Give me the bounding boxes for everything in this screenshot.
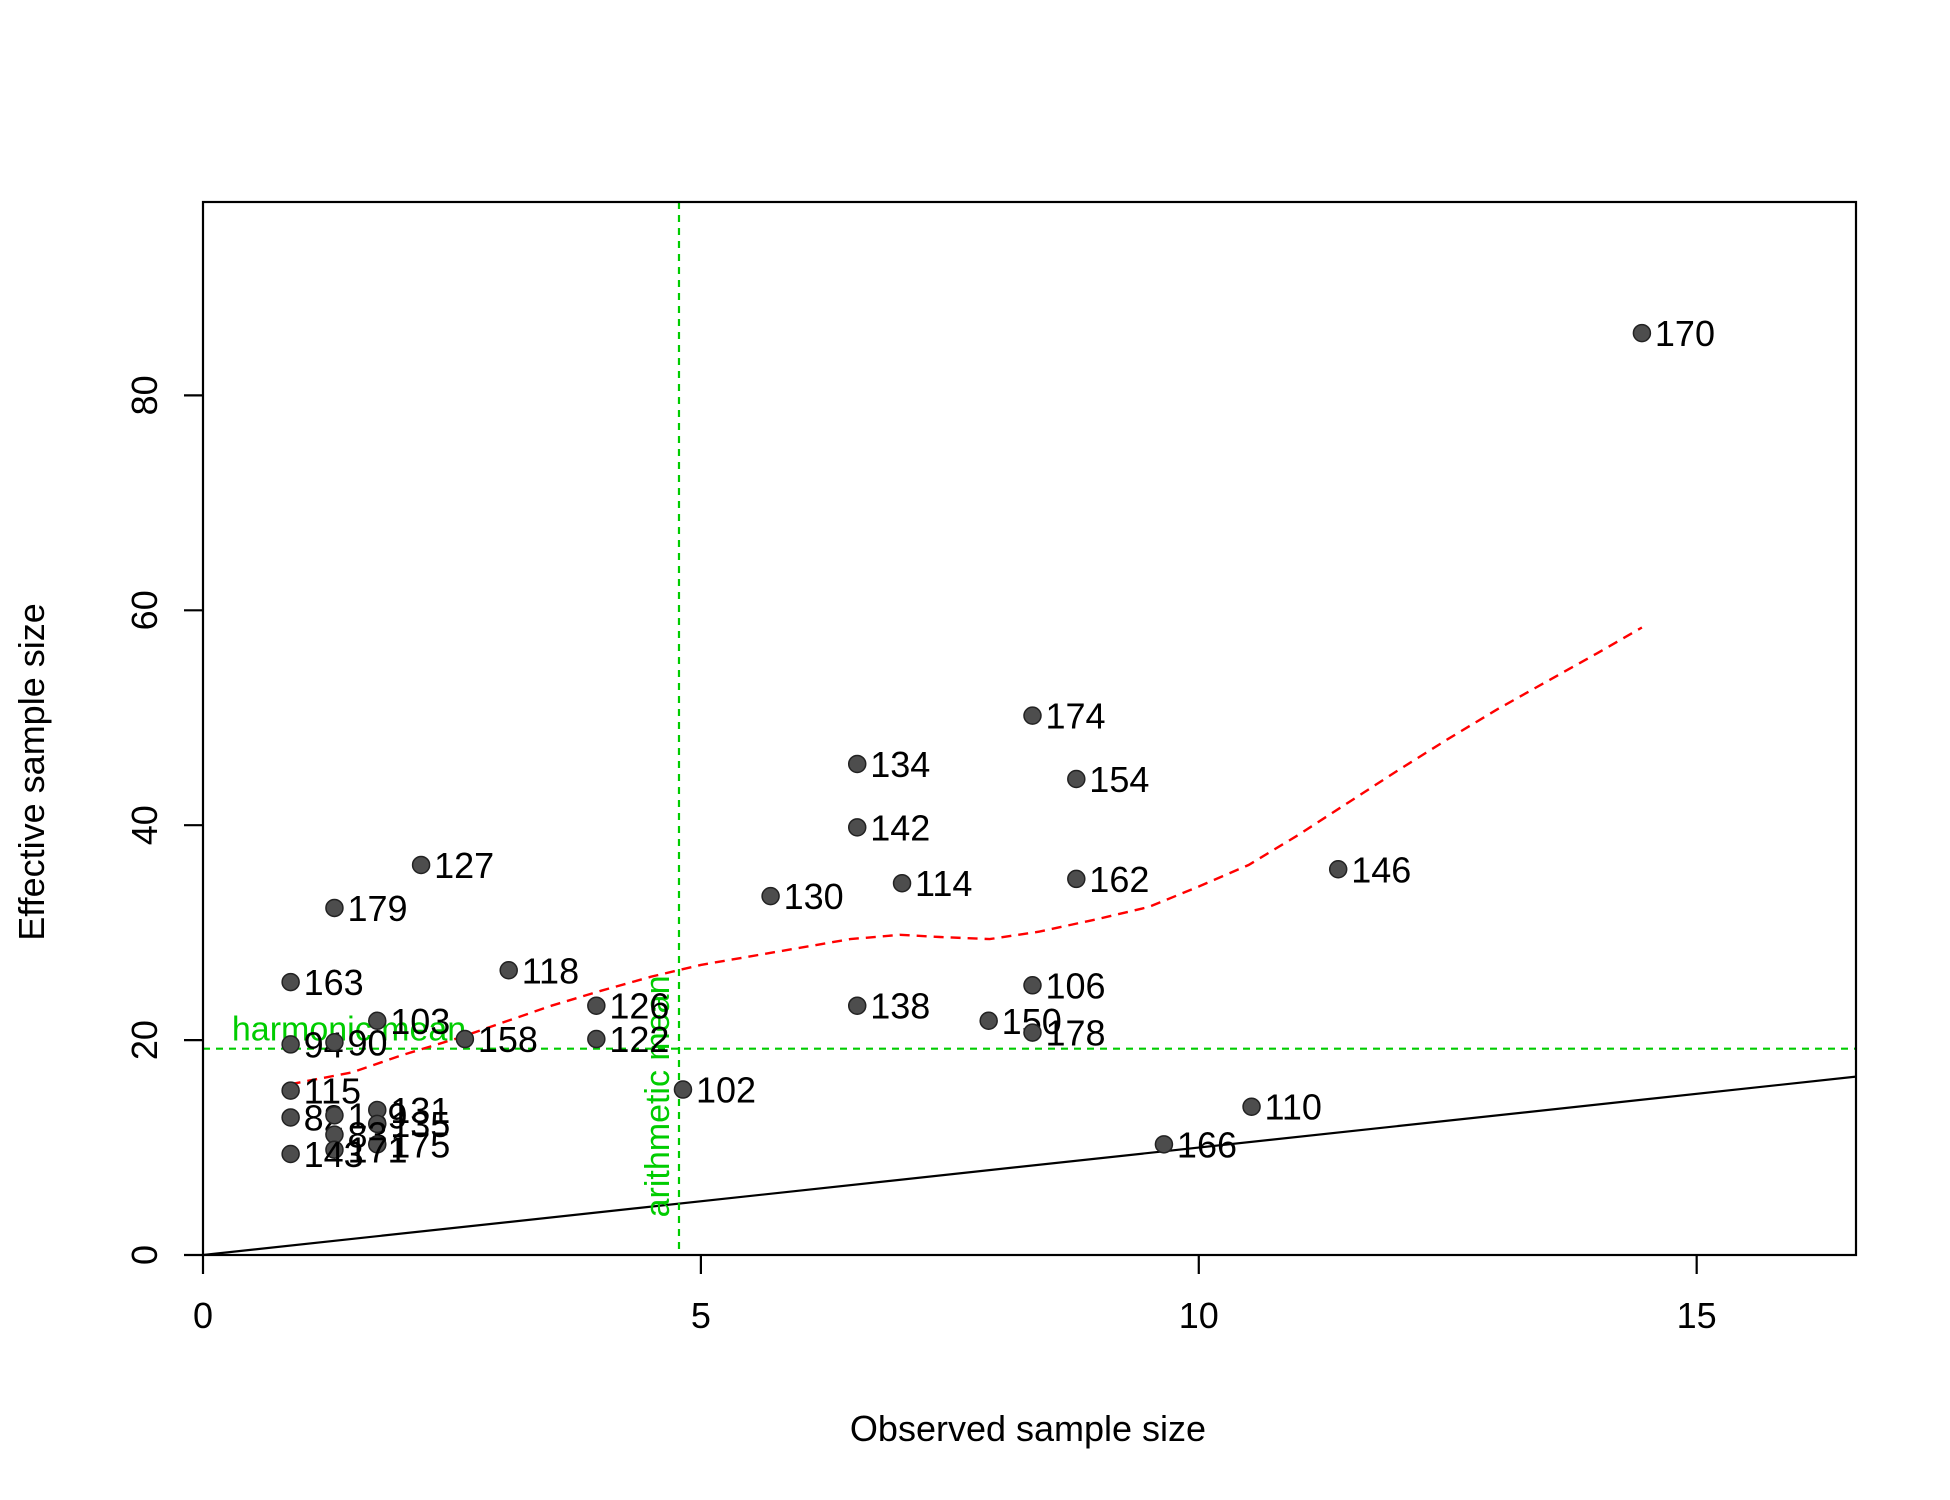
- x-tick-label-15: 15: [1677, 1295, 1717, 1336]
- point-label-127: 127: [434, 845, 494, 886]
- y-tick-label-0: 0: [124, 1245, 165, 1265]
- x-tick-label-5: 5: [691, 1295, 711, 1336]
- point-label-103: 103: [390, 1001, 450, 1042]
- data-point-163: [281, 972, 300, 992]
- data-point-130: [761, 886, 780, 906]
- y-axis-title: Effective sample size: [11, 603, 52, 940]
- data-point-126: [587, 996, 606, 1015]
- point-label-178: 178: [1045, 1013, 1105, 1054]
- data-point-178: [1023, 1023, 1042, 1042]
- data-point-118: [499, 961, 518, 980]
- point-label-122: 122: [609, 1019, 669, 1060]
- harmonic-mean-label: harmonic mean: [232, 1011, 466, 1049]
- data-point-110: [1242, 1097, 1261, 1116]
- point-label-143: 143: [304, 1134, 364, 1175]
- data-point-175: [368, 1135, 387, 1154]
- data-point-170: [1632, 323, 1652, 343]
- data-point-115: [281, 1081, 300, 1100]
- point-label-146: 146: [1351, 849, 1411, 890]
- data-point-143: [281, 1144, 300, 1164]
- data-point-135: [368, 1114, 387, 1134]
- point-label-154: 154: [1089, 759, 1149, 800]
- point-label-158: 158: [478, 1019, 538, 1060]
- data-point-82: [281, 1108, 300, 1127]
- point-label-126: 126: [609, 986, 669, 1027]
- axes: 0 5 10 15 0 20 40 60 80: [124, 375, 1717, 1336]
- frame-layer: [201, 200, 1858, 1257]
- data-point-166: [1154, 1135, 1174, 1154]
- data-point-146: [1328, 860, 1348, 879]
- point-label-131: 131: [390, 1090, 450, 1131]
- x-tick-label-10: 10: [1179, 1295, 1219, 1336]
- identity-line: [203, 1075, 1856, 1255]
- point-label-102: 102: [696, 1070, 756, 1111]
- data-point-134: [847, 754, 867, 774]
- data-point-179: [325, 898, 344, 918]
- point-label-134: 134: [870, 744, 930, 785]
- point-label-170: 170: [1655, 313, 1715, 354]
- data-point-102: [673, 1080, 693, 1099]
- point-label-110: 110: [1265, 1087, 1322, 1128]
- point-label-142: 142: [870, 807, 930, 848]
- reference-lines: harmonic mean arithmetic mean: [203, 202, 1856, 1255]
- point-label-106: 106: [1045, 965, 1105, 1006]
- data-point-139: [325, 1106, 344, 1125]
- data-point-150: [979, 1011, 998, 1031]
- loess-curve: [290, 626, 1643, 1086]
- point-label-115: 115: [304, 1071, 361, 1112]
- data-point-171: [325, 1140, 344, 1159]
- point-label-174: 174: [1045, 696, 1105, 737]
- data-point-174: [1023, 706, 1042, 725]
- y-tick-label-20: 20: [124, 1020, 165, 1060]
- data-point-94: [281, 1035, 300, 1054]
- y-tick-label-40: 40: [124, 805, 165, 845]
- y-tick-label-60: 60: [124, 590, 165, 630]
- point-label-175: 175: [390, 1124, 450, 1165]
- data-point-127: [411, 855, 431, 875]
- y-tick-label-80: 80: [124, 375, 165, 415]
- point-label-171: 171: [347, 1130, 407, 1171]
- point-label-162: 162: [1089, 859, 1149, 900]
- data-point-106: [1023, 976, 1042, 995]
- data-point-142: [847, 818, 867, 837]
- point-label-179: 179: [347, 888, 407, 929]
- data-point-154: [1067, 769, 1086, 789]
- point-label-135: 135: [390, 1104, 450, 1145]
- data-point-114: [892, 873, 912, 893]
- point-label-118: 118: [522, 950, 579, 991]
- data-point-122: [587, 1029, 606, 1049]
- x-axis-title: Observed sample size: [850, 1408, 1206, 1449]
- data-point-138: [847, 996, 867, 1015]
- data-point-158: [455, 1029, 475, 1049]
- point-label-90: 90: [347, 1022, 387, 1063]
- data-marks: 170 174 154 134 142 114 162 146 130 127 179 106 138 1…: [281, 313, 1715, 1175]
- arithmetic-mean-label: arithmetic mean: [639, 976, 677, 1218]
- point-label-114: 114: [915, 863, 972, 904]
- point-label-163: 163: [304, 962, 364, 1003]
- plot-frame: [201, 200, 1858, 1257]
- data-point-90: [325, 1033, 344, 1052]
- point-label-130: 130: [784, 876, 844, 917]
- point-label-166: 166: [1177, 1124, 1237, 1165]
- data-point-162: [1067, 869, 1086, 889]
- data-point-103: [368, 1011, 387, 1031]
- x-tick-label-0: 0: [193, 1295, 213, 1336]
- point-label-138: 138: [870, 986, 930, 1027]
